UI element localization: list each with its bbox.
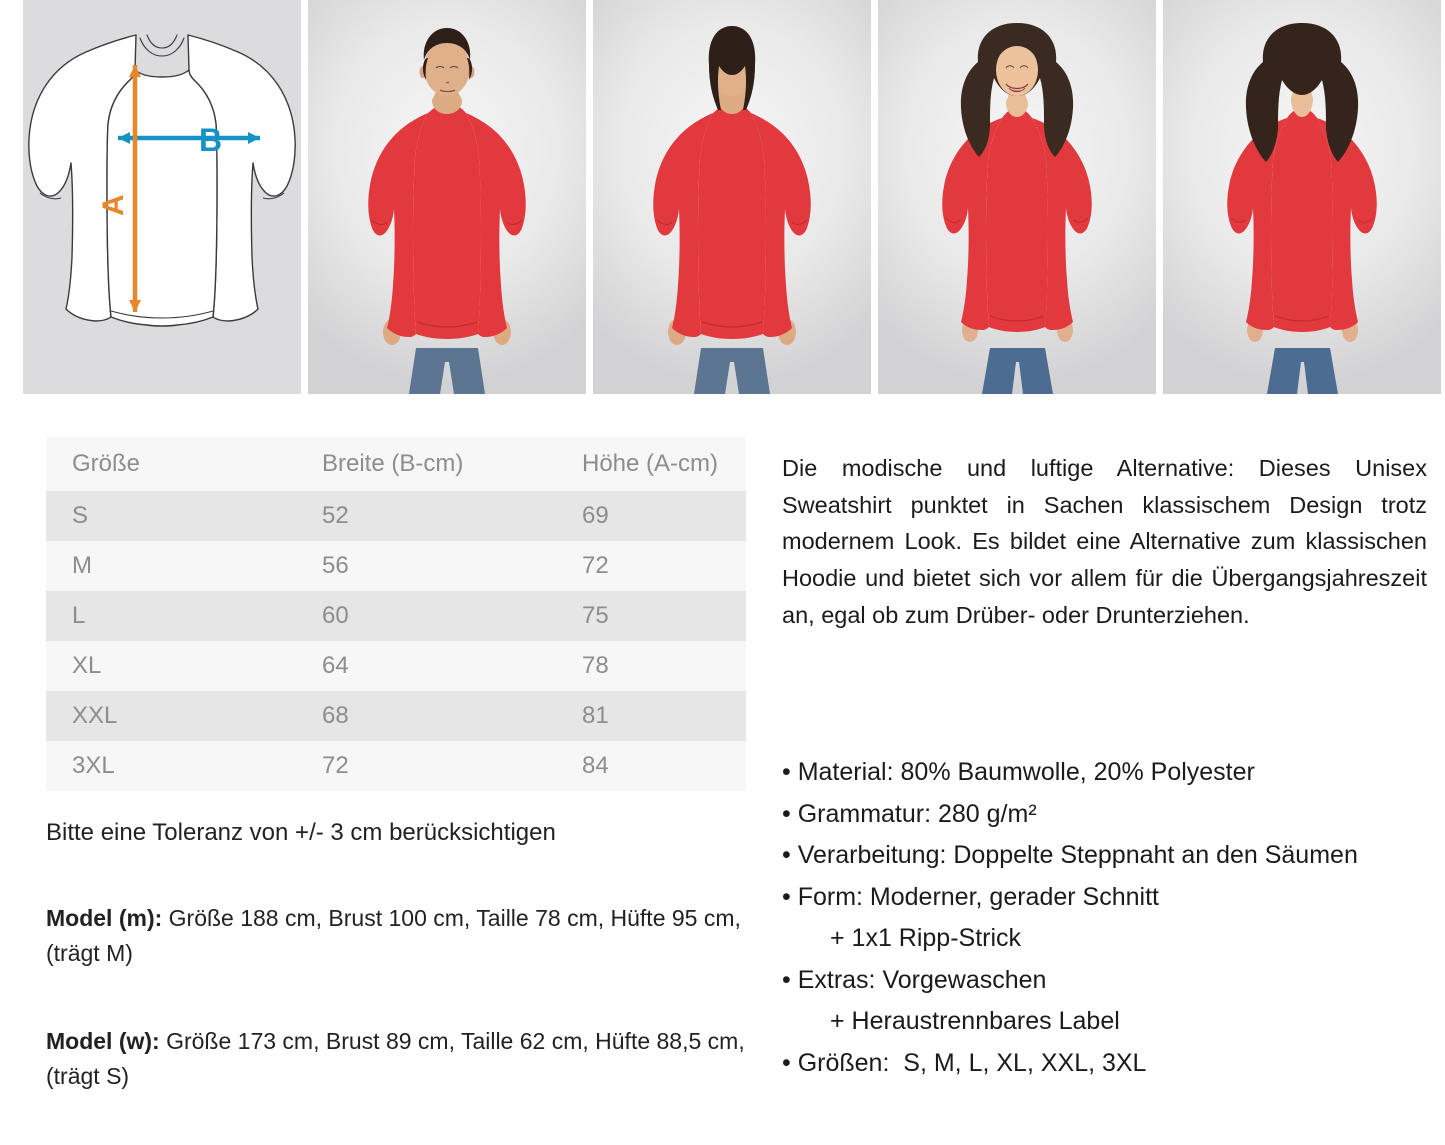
svg-text:B: B xyxy=(199,122,222,158)
svg-text:A: A xyxy=(97,194,130,216)
